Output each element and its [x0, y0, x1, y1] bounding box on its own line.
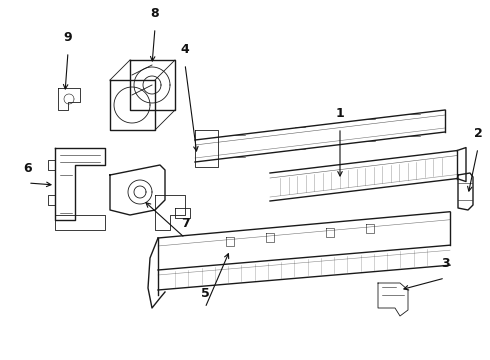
Text: 2: 2 [474, 127, 482, 140]
Text: 6: 6 [24, 162, 32, 175]
Text: 8: 8 [151, 7, 159, 20]
Text: 3: 3 [441, 257, 449, 270]
Text: 7: 7 [181, 217, 189, 230]
Text: 9: 9 [64, 31, 73, 44]
Text: 5: 5 [200, 287, 209, 300]
Text: 4: 4 [181, 43, 189, 56]
Text: 1: 1 [336, 107, 344, 120]
